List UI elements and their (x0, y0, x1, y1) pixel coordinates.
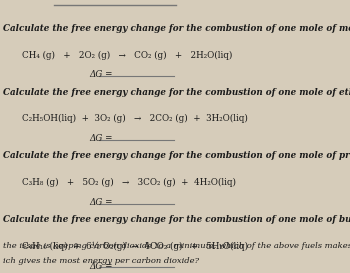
Text: C₂H₅OH(liq)  +  3O₂ (g)   →   2CO₂ (g)  +  3H₂O(liq): C₂H₅OH(liq) + 3O₂ (g) → 2CO₂ (g) + 3H₂O(… (22, 114, 248, 123)
Text: ΔG =: ΔG = (89, 134, 116, 143)
Text: the issue is keeping carbon dioxide to a minimum, which of the above fuels makes: the issue is keeping carbon dioxide to a… (3, 242, 350, 250)
Text: Calculate the free energy change for the combustion of one mole of propane at 50: Calculate the free energy change for the… (3, 151, 350, 160)
Text: Calculate the free energy change for the combustion of one mole of methane at 50: Calculate the free energy change for the… (3, 24, 350, 33)
Text: ΔG =: ΔG = (89, 70, 116, 79)
Text: ΔG =: ΔG = (89, 262, 116, 271)
Text: CH₄ (g)   +   2O₂ (g)   →   CO₂ (g)   +   2H₂O(liq): CH₄ (g) + 2O₂ (g) → CO₂ (g) + 2H₂O(liq) (22, 51, 233, 60)
Text: ΔG =: ΔG = (89, 198, 116, 207)
Text: C₄H₁₀ (liq)  +  6½ O₂(g)  →  4CO₂ (g)   +   5H₂O(liq): C₄H₁₀ (liq) + 6½ O₂(g) → 4CO₂ (g) + 5H₂O… (22, 242, 248, 251)
Text: Calculate the free energy change for the combustion of one mole of ethanol at 50: Calculate the free energy change for the… (3, 88, 350, 97)
Text: C₃H₈ (g)   +   5O₂ (g)   →   3CO₂ (g)  +  4H₂O(liq): C₃H₈ (g) + 5O₂ (g) → 3CO₂ (g) + 4H₂O(liq… (22, 178, 236, 187)
Text: ich gives the most energy per carbon dioxide?: ich gives the most energy per carbon dio… (3, 257, 199, 265)
Text: Calculate the free energy change for the combustion of one mole of butane at 500: Calculate the free energy change for the… (3, 215, 350, 224)
